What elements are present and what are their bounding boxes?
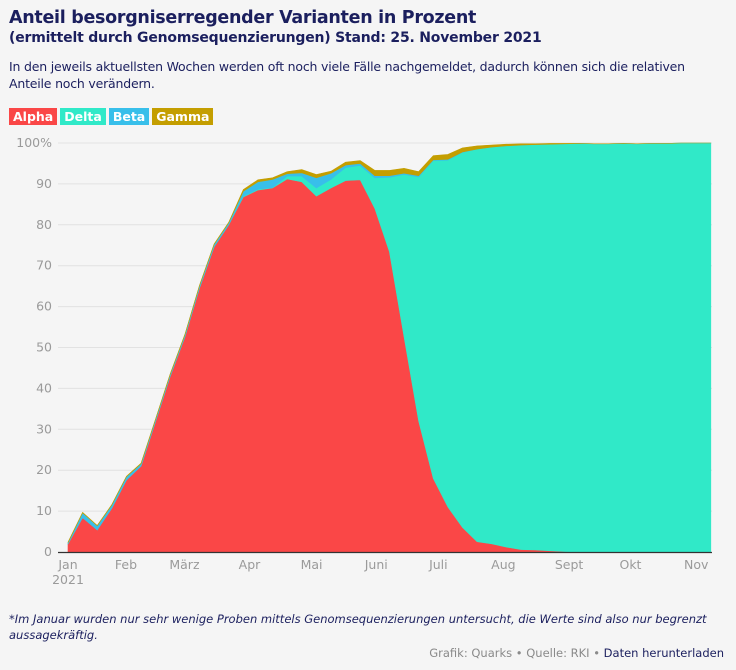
- x-tick-label: Juni: [364, 557, 388, 572]
- x-tick-sublabel: 2021: [52, 572, 84, 587]
- x-tick-label: Jan: [57, 557, 77, 572]
- x-tick-label: Feb: [115, 557, 137, 572]
- x-tick-label: Aug: [491, 557, 515, 572]
- area-gamma: [67, 142, 711, 543]
- x-tick-label: März: [169, 557, 200, 572]
- y-tick-label: 60: [36, 299, 52, 314]
- legend: Alpha Delta Beta Gamma: [9, 108, 214, 125]
- x-tick-label: Sept: [555, 557, 584, 572]
- chart-description: In den jeweils aktuellsten Wochen werden…: [9, 59, 685, 91]
- x-tick-label: Juli: [428, 557, 448, 572]
- legend-item-delta[interactable]: Delta: [60, 108, 106, 125]
- x-tick-label: Apr: [239, 557, 261, 572]
- chart-subtitle: (ermittelt durch Genomsequenzierungen) S…: [9, 30, 542, 46]
- download-data-link[interactable]: Daten herunterladen: [603, 646, 724, 660]
- x-tick-label: Nov: [684, 557, 709, 572]
- y-tick-label: 50: [36, 340, 52, 355]
- y-tick-label: 30: [36, 421, 52, 436]
- legend-item-gamma[interactable]: Gamma: [152, 108, 214, 125]
- y-tick-label: 40: [36, 380, 52, 395]
- y-tick-label: 10: [36, 503, 52, 518]
- y-tick-label: 90: [36, 176, 52, 191]
- y-tick-label: 70: [36, 258, 52, 273]
- source-credit: Grafik: Quarks • Quelle: RKI •: [429, 646, 604, 660]
- x-tick-label: Mai: [301, 557, 323, 572]
- y-tick-label: 80: [36, 217, 52, 232]
- y-tick-label: 0: [44, 544, 52, 559]
- footnote: *Im Januar wurden nur sehr wenige Proben…: [9, 612, 707, 642]
- credit-line: Grafik: Quarks • Quelle: RKI • Daten her…: [429, 646, 724, 660]
- chart-title: Anteil besorgniserregender Varianten in …: [9, 8, 477, 28]
- y-tick-label: 20: [36, 462, 52, 477]
- y-tick-label: 100%: [16, 135, 52, 150]
- x-tick-label: Okt: [619, 557, 641, 572]
- legend-item-beta[interactable]: Beta: [108, 108, 150, 125]
- legend-item-alpha[interactable]: Alpha: [9, 108, 58, 125]
